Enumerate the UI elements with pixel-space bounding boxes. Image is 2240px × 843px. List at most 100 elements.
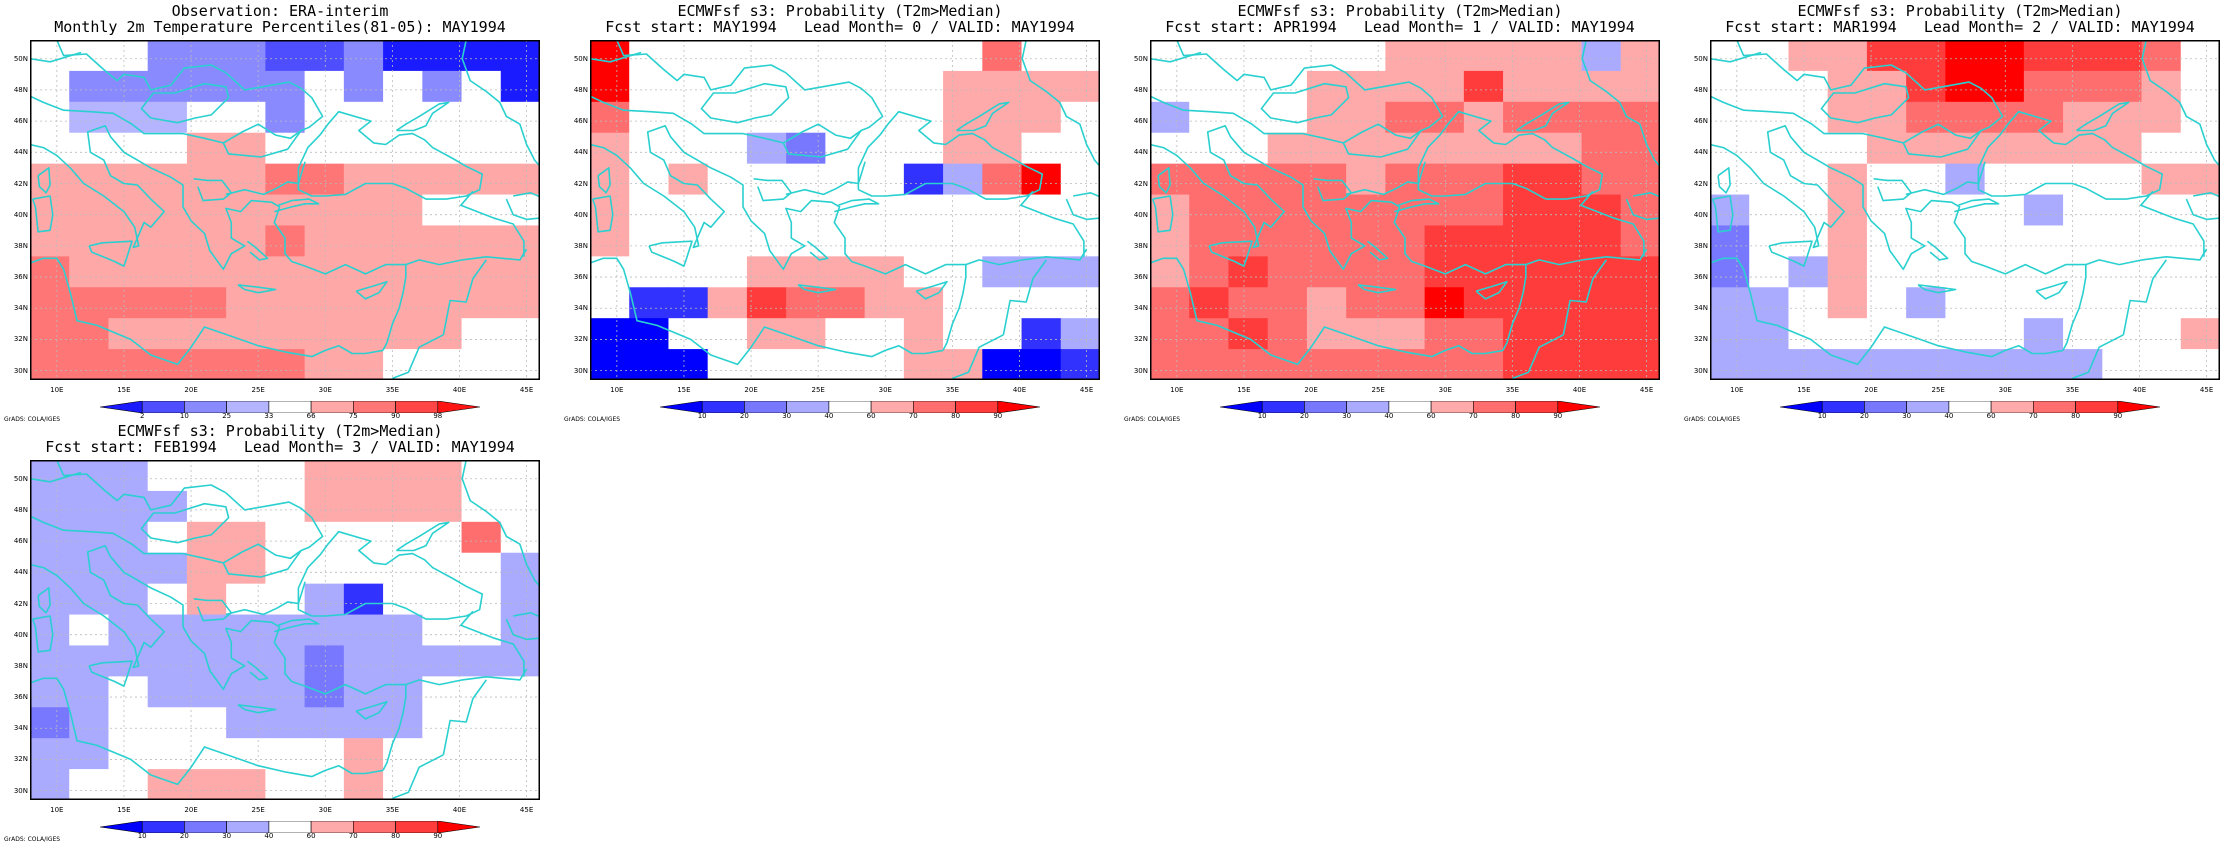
lon-label: 45E — [1079, 386, 1094, 394]
grid-cell — [2180, 287, 2220, 319]
grads-credit: GrADS: COLA/IGES — [564, 416, 621, 423]
grid-cell — [629, 101, 669, 134]
grid-cell — [1267, 287, 1308, 319]
grid-cell — [1945, 318, 1986, 350]
grid-cell — [383, 132, 423, 165]
grid-cell — [69, 769, 109, 800]
grid-cell — [707, 318, 748, 350]
grid-cell — [1620, 256, 1660, 288]
grid-cell — [108, 40, 149, 72]
lat-label: 30N — [573, 366, 588, 375]
grid-cell — [461, 460, 502, 492]
panel-lead-2: ECMWFsf s3: Probability (T2m>Median) Fcst… — [1680, 0, 2240, 423]
coastline — [405, 248, 528, 266]
coastline — [1710, 257, 2064, 366]
map-svg — [1150, 40, 1660, 380]
lon-label: 35E — [2065, 386, 2080, 394]
lat-label: 42N — [13, 179, 28, 188]
grid-cell — [343, 40, 384, 72]
grid-cell — [1710, 256, 1750, 288]
grid-cell — [746, 132, 787, 165]
grid-cell — [903, 287, 944, 319]
coastline — [274, 198, 320, 213]
grid-cell — [69, 194, 109, 226]
grid-cell — [668, 194, 709, 226]
lat-label: 46N — [573, 117, 588, 126]
grid-cell — [1306, 256, 1347, 288]
lat-label: 50N — [573, 54, 588, 63]
grid-cell — [343, 738, 384, 770]
grid-cell — [746, 349, 787, 380]
lat-label: 34N — [573, 304, 588, 313]
lat-label: 40N — [1133, 210, 1148, 219]
lon-label: 20E — [184, 386, 198, 394]
grid-cell — [1542, 132, 1583, 165]
lon-label: 25E — [811, 386, 825, 394]
grid-cell — [422, 132, 463, 165]
grid-cell — [186, 163, 227, 196]
grid-cell — [1346, 349, 1386, 380]
coastline — [1710, 72, 2004, 158]
coastline — [88, 240, 133, 267]
coastline — [225, 581, 306, 616]
grid-cell — [1021, 256, 1062, 288]
grid-cell — [903, 318, 944, 350]
coastline — [395, 521, 450, 552]
grid-cell — [1581, 318, 1622, 350]
coastline — [1475, 280, 1508, 300]
grid-cell — [147, 769, 188, 800]
colorbar-label: 80 — [951, 412, 961, 420]
grid-cell — [147, 225, 188, 257]
grid-cell — [746, 256, 787, 288]
grid-cell — [500, 676, 540, 708]
grid-cell — [343, 101, 384, 134]
lat-label: 32N — [1693, 335, 1708, 344]
map-frame — [30, 40, 540, 380]
grid-cell — [186, 707, 227, 739]
coastline — [700, 82, 790, 124]
colorbar-label: 70 — [2028, 412, 2038, 420]
grid-cell — [1984, 132, 2025, 165]
grid-cell — [2141, 349, 2182, 380]
grid-cell — [265, 318, 306, 350]
map-frame — [30, 460, 540, 800]
coastline — [1711, 195, 1734, 233]
grid-cell — [500, 101, 540, 134]
grid-cell — [2023, 256, 2064, 288]
grads-credit: GrADS: COLA/IGES — [1684, 416, 1741, 423]
grid-cell — [422, 490, 463, 523]
grid-cell — [30, 101, 70, 134]
lon-label: 30E — [318, 386, 332, 394]
grid-cell — [1150, 287, 1190, 319]
grid-cell — [343, 614, 384, 646]
grid-cell — [1710, 287, 1750, 319]
grid-cell — [1346, 256, 1386, 288]
colorbar-label: 60 — [1426, 412, 1436, 420]
grid-cell — [1503, 225, 1543, 257]
grid-cell — [500, 287, 540, 319]
grid-cell — [500, 707, 540, 739]
grid-cell — [1827, 287, 1868, 319]
grid-cell — [108, 460, 149, 492]
grid-cell — [668, 318, 709, 350]
colorbar-label: 90 — [2113, 412, 2123, 420]
grid-cell — [1581, 70, 1622, 103]
grid-cell — [422, 552, 463, 585]
coastline — [1926, 240, 1949, 261]
grid-cell — [147, 614, 188, 646]
grid-cell — [147, 460, 188, 492]
grid-cell — [1385, 40, 1426, 72]
grid-cell — [461, 225, 502, 257]
lat-label: 44N — [1133, 148, 1148, 157]
grid-cell — [1503, 132, 1543, 165]
grid-cell — [147, 318, 188, 350]
lat-label: 42N — [1693, 179, 1708, 188]
coastline — [1150, 51, 1202, 63]
grid-cell — [1228, 318, 1269, 350]
lat-label: 36N — [13, 693, 28, 702]
grid-cell — [1463, 163, 1504, 196]
grid-cell — [786, 40, 826, 72]
grid-cell — [1021, 194, 1062, 226]
grid-cell — [30, 70, 70, 103]
grid-cell — [30, 287, 70, 319]
